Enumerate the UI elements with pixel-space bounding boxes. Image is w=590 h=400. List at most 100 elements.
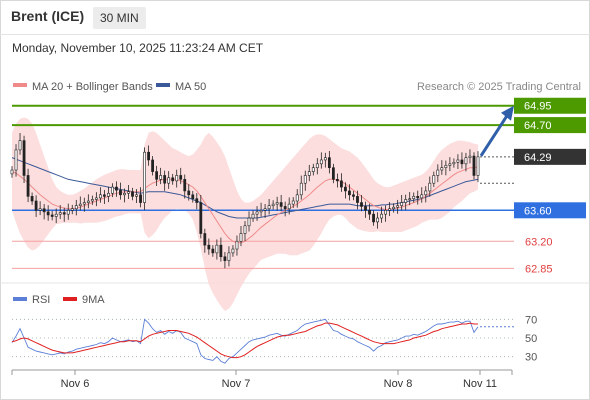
timeframe-badge[interactable]: 30 MIN bbox=[93, 7, 146, 29]
candle-body bbox=[199, 202, 203, 234]
candle-body bbox=[159, 175, 163, 180]
time-tick-label: Nov 6 bbox=[61, 378, 90, 390]
time-tick-label: Nov 11 bbox=[463, 378, 497, 390]
candle-body bbox=[227, 252, 231, 261]
candle-body bbox=[388, 208, 392, 211]
candle-body bbox=[476, 156, 480, 176]
candle-body bbox=[307, 171, 311, 176]
candle-body bbox=[98, 194, 102, 199]
candle-body bbox=[207, 244, 211, 250]
candle-body bbox=[448, 163, 452, 166]
candle-body bbox=[287, 203, 291, 210]
candle-body bbox=[251, 213, 255, 219]
rsi-tick-label: 70 bbox=[525, 314, 537, 326]
candle-body bbox=[90, 199, 94, 202]
candle-body bbox=[331, 167, 335, 180]
candle-body bbox=[131, 191, 134, 197]
candle-body bbox=[255, 211, 259, 215]
candle-body bbox=[336, 179, 339, 182]
candle-body bbox=[82, 202, 86, 205]
candle-body bbox=[420, 194, 424, 199]
candle-body bbox=[50, 214, 54, 217]
bollinger-legend-label: MA 20 + Bollinger Bands bbox=[32, 81, 153, 93]
candle-body bbox=[195, 198, 199, 203]
candle-body bbox=[452, 161, 456, 165]
candle-body bbox=[179, 175, 183, 180]
candle-body bbox=[70, 208, 74, 211]
candle-body bbox=[10, 169, 14, 175]
candle-body bbox=[279, 202, 283, 207]
ma9-legend-swatch bbox=[63, 297, 77, 301]
candle-body bbox=[360, 202, 363, 207]
candle-body bbox=[259, 209, 263, 213]
ma50-legend-label: MA 50 bbox=[175, 81, 206, 93]
candle-body bbox=[472, 155, 476, 176]
candle-body bbox=[364, 206, 367, 211]
candle-body bbox=[38, 208, 42, 211]
ma20-line bbox=[11, 166, 479, 244]
datetime-label: Monday, November 10, 2025 11:23:24 AM CE… bbox=[12, 41, 264, 55]
candle-body bbox=[436, 169, 440, 176]
current-price-tag-label: 64.29 bbox=[524, 152, 552, 164]
candle-body bbox=[267, 205, 271, 210]
candle-body bbox=[115, 186, 118, 191]
candle-body bbox=[78, 203, 82, 206]
candle-body bbox=[319, 159, 323, 165]
candle-body bbox=[211, 248, 215, 254]
candle-body bbox=[167, 177, 171, 184]
candle-body bbox=[303, 175, 307, 184]
candle-body bbox=[432, 175, 436, 184]
candle-body bbox=[139, 194, 142, 203]
candle-body bbox=[408, 198, 412, 200]
candle-body bbox=[392, 206, 396, 210]
rsi-line bbox=[11, 318, 479, 364]
chart-header: Brent (ICE) 30 MIN bbox=[0, 0, 590, 34]
candle-body bbox=[191, 194, 195, 199]
candle-body bbox=[46, 211, 50, 216]
credit-label: Research © 2025 Trading Central bbox=[417, 81, 581, 93]
bollinger-band-area bbox=[12, 117, 478, 312]
forecast-arrow-shaft bbox=[479, 114, 509, 157]
candle-body bbox=[86, 200, 90, 203]
candle-body bbox=[111, 186, 114, 194]
candle-body bbox=[283, 206, 287, 210]
time-tick-label: Nov 7 bbox=[222, 378, 251, 390]
candle-body bbox=[243, 225, 247, 234]
resistance-tag-label: 64.95 bbox=[524, 101, 552, 113]
candle-body bbox=[275, 202, 279, 205]
support-label: 63.20 bbox=[525, 236, 553, 248]
candle-body bbox=[223, 256, 227, 261]
candle-body bbox=[412, 196, 416, 199]
candle-body bbox=[368, 209, 371, 215]
candle-body bbox=[103, 194, 106, 197]
candle-body bbox=[376, 217, 379, 223]
candle-body bbox=[416, 196, 420, 199]
candle-body bbox=[26, 175, 30, 197]
candle-body bbox=[215, 244, 219, 254]
candle-body bbox=[14, 149, 18, 171]
forecast-arrow-head bbox=[501, 105, 514, 121]
candle-body bbox=[404, 199, 408, 203]
candle-body bbox=[263, 208, 267, 211]
candle-body bbox=[151, 159, 154, 172]
candle-body bbox=[219, 244, 223, 258]
candle-body bbox=[18, 140, 22, 151]
candle-body bbox=[155, 171, 159, 180]
candle-body bbox=[299, 182, 303, 196]
candle-body bbox=[400, 202, 404, 206]
candle-body bbox=[127, 191, 130, 194]
candle-body bbox=[327, 157, 331, 169]
candle-body bbox=[94, 197, 98, 200]
candle-body bbox=[291, 200, 295, 205]
pivot-tag bbox=[514, 202, 586, 219]
ma9-legend-label: 9MA bbox=[82, 294, 105, 306]
candle-body bbox=[247, 217, 251, 227]
candle-body bbox=[163, 175, 167, 184]
instrument-title: Brent (ICE) bbox=[11, 8, 85, 24]
rsi-legend-swatch bbox=[13, 297, 27, 301]
candle-body bbox=[135, 194, 138, 197]
candle-body bbox=[424, 190, 428, 196]
ma50-legend-swatch bbox=[156, 83, 170, 87]
candle-body bbox=[323, 157, 327, 161]
